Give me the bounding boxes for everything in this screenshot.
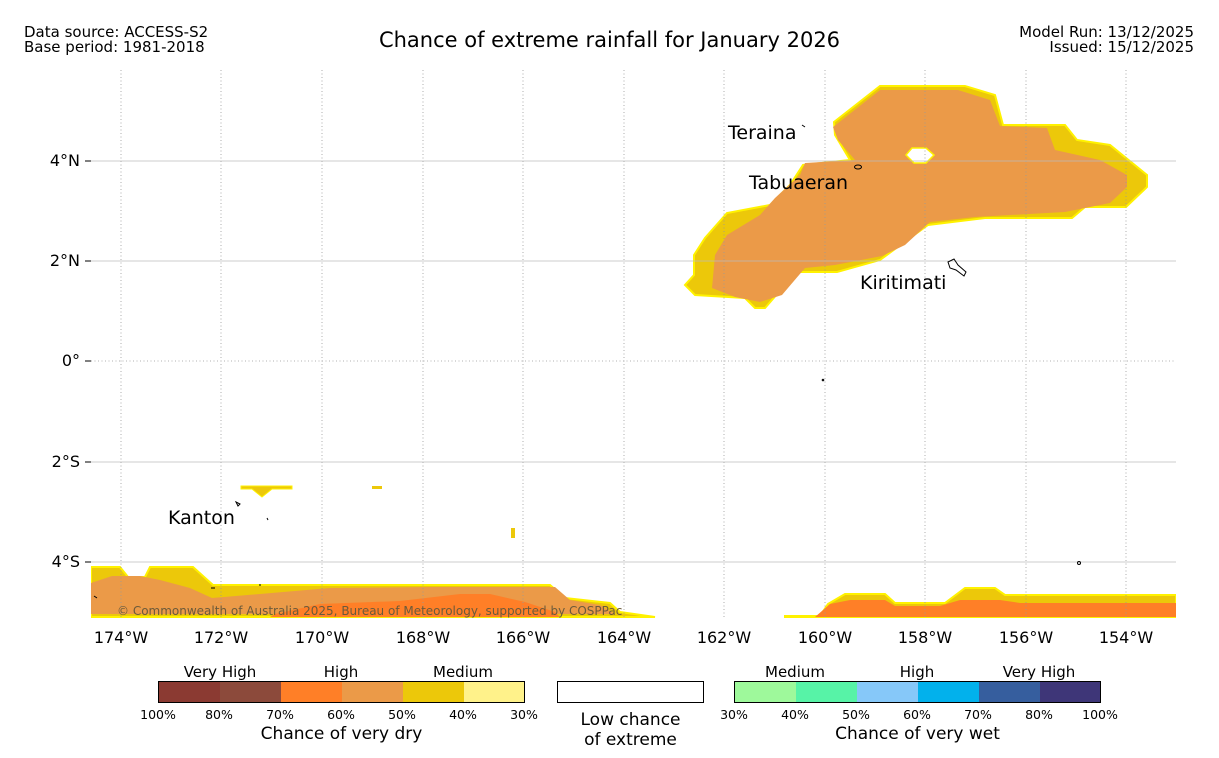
wet-tick-label: 60% [903,707,931,722]
medium-chance-patch [511,528,515,538]
colorbar-segment [403,682,465,702]
base-period-label: Base period: 1981-2018 [24,38,205,56]
colorbar-segment [159,682,221,702]
dry-tick-label: 30% [510,707,538,722]
island-outlines [93,124,1081,599]
wet-colorbar-title: Chance of very wet [835,724,1000,744]
low-chance-box [557,681,704,703]
copyright-notice: © Commonwealth of Australia 2025, Bureau… [117,604,623,618]
colorbar-segment [342,682,404,702]
very-high-chance-dry-region-southeast [815,600,1176,617]
dry-colorbar [158,681,525,703]
lat-label: 0° [61,351,80,370]
colorbar-segment [979,682,1041,702]
dry-tick-label: 40% [449,707,477,722]
place-label-tabuaeran: Tabuaeran [749,172,849,194]
colorbar-segment [1040,682,1100,702]
low-chance-label-line1: Low chance [580,710,681,730]
dry-tick-label: 50% [388,707,416,722]
place-label-teraina: Teraina [728,122,797,144]
colorbar-segment [464,682,524,702]
wet-tick-label: 80% [1025,707,1053,722]
lat-label: 2°N [49,251,80,270]
issued-label: Issued: 15/12/2025 [1049,38,1194,56]
colorbar-segment [281,682,343,702]
dry-group-label: Very High [183,663,257,681]
lon-label: 172°W [193,628,249,647]
wet-colorbar [734,681,1101,703]
wet-group-label: High [899,663,935,681]
medium-chance-patch [240,485,293,498]
place-label-kanton: Kanton [168,507,235,529]
lon-label: 166°W [495,628,551,647]
lon-label: 168°W [395,628,451,647]
dry-group-label: Medium [433,663,493,681]
lon-label: 170°W [294,628,350,647]
dry-colorbar-title: Chance of very dry [260,724,423,744]
axis-ticks [85,160,91,563]
lat-label: 4°N [49,151,80,170]
dry-group-label: High [323,663,359,681]
dry-tick-label: 70% [266,707,294,722]
medium-chance-patch [372,486,382,489]
colorbar-segment [857,682,919,702]
wet-tick-label: 40% [781,707,809,722]
lon-label: 174°W [93,628,149,647]
colorbar-segment [796,682,858,702]
lon-label: 156°W [998,628,1054,647]
hole-region [904,147,936,164]
lon-label: 154°W [1098,628,1154,647]
lon-label: 158°W [897,628,953,647]
lat-label: 2°S [51,452,80,471]
colorbar-segment [735,682,797,702]
wet-tick-label: 50% [842,707,870,722]
dry-tick-label: 60% [327,707,355,722]
latitude-gridlines [91,160,1176,563]
wet-tick-label: 30% [720,707,748,722]
map-title: Chance of extreme rainfall for January 2… [378,28,841,52]
dry-tick-label: 100% [140,707,176,722]
lat-label: 4°S [51,552,80,571]
high-chance-dry-region-north [712,90,1127,302]
lon-label: 164°W [596,628,652,647]
very-high-chance-dry-region-south [270,594,560,617]
wet-tick-label: 70% [964,707,992,722]
place-label-kiritimati: Kiritimati [860,272,947,294]
colorbar-segment [220,682,282,702]
low-chance-label-line2: of extreme [584,730,677,750]
lon-label: 162°W [696,628,752,647]
wet-group-label: Very High [1002,663,1076,681]
lon-label: 160°W [797,628,853,647]
forecast-map [85,70,1176,618]
data-source-label: Data source: ACCESS-S2 [24,23,209,41]
model-run-label: Model Run: 13/12/2025 [1019,23,1194,41]
dry-tick-label: 80% [205,707,233,722]
wet-tick-label: 100% [1082,707,1118,722]
colorbar-segment [918,682,980,702]
wet-group-label: Medium [765,663,825,681]
